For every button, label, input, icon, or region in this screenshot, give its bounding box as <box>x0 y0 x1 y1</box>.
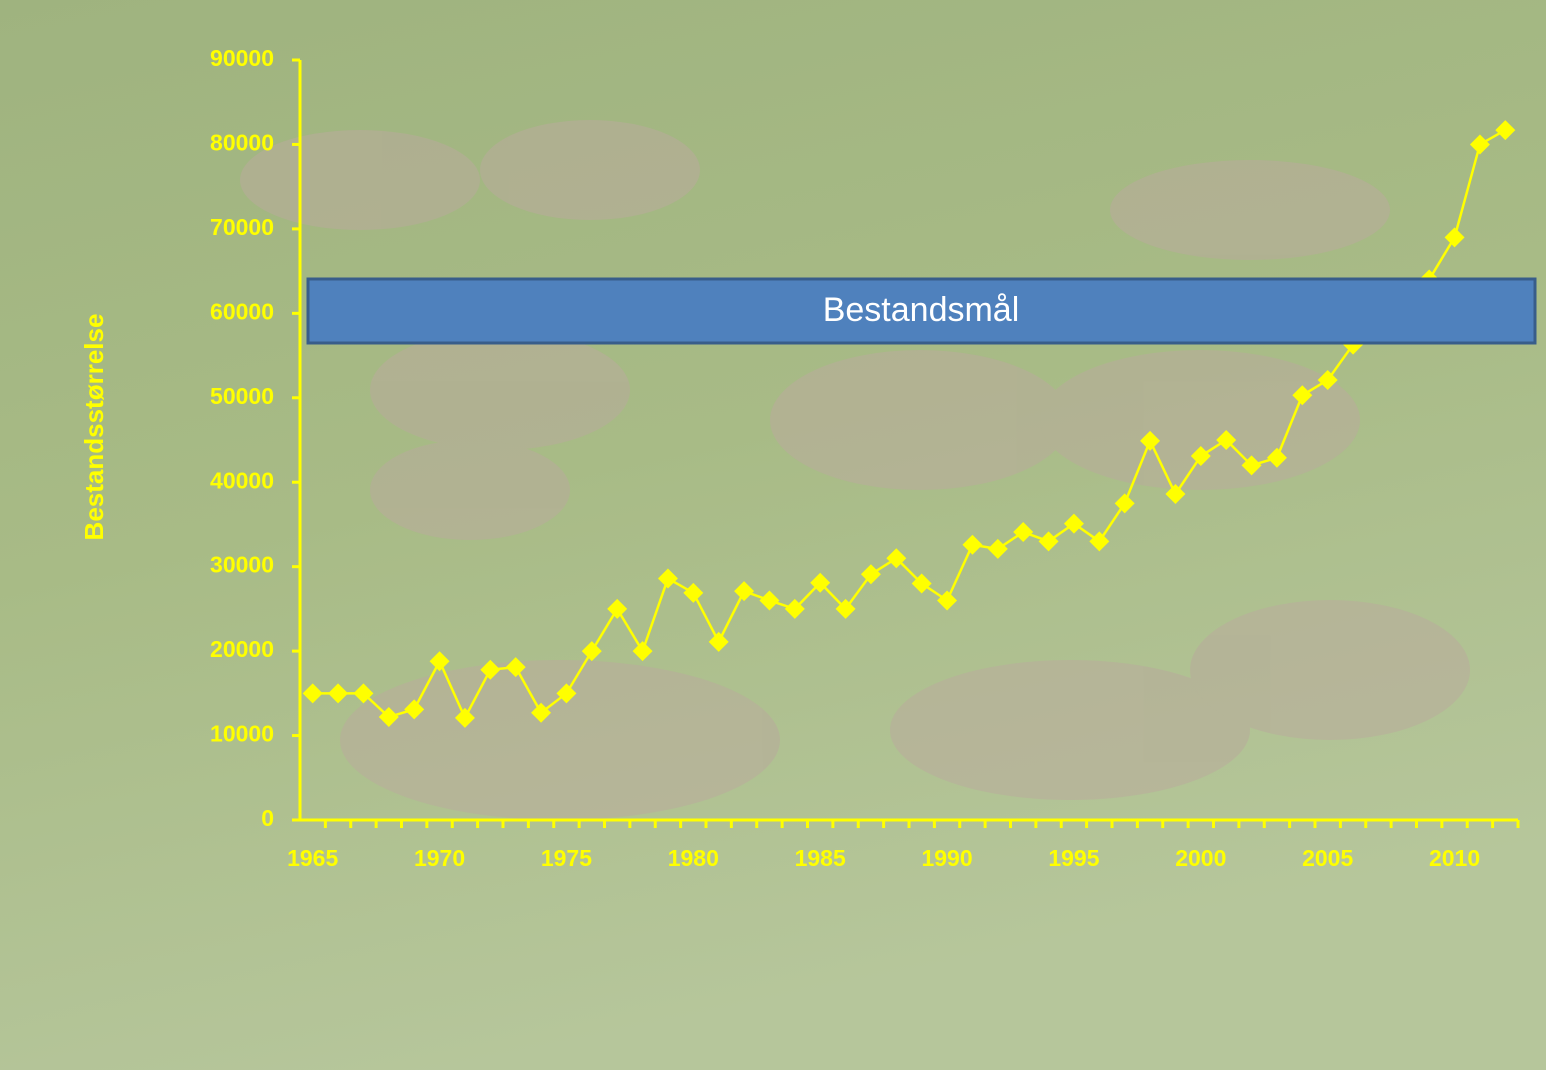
y-tick-label: 30000 <box>210 552 274 578</box>
y-tick-label: 50000 <box>210 383 274 409</box>
y-axis-label: Bestandsstørrelse <box>79 314 109 541</box>
x-tick-label: 1990 <box>921 845 972 871</box>
x-tick-label: 2000 <box>1175 845 1226 871</box>
x-tick-label: 1975 <box>541 845 592 871</box>
x-tick-label: 2010 <box>1429 845 1480 871</box>
page: Bestandsstørrelse 0 10000 20000 30000 40000 5… <box>0 0 1546 1070</box>
y-tick-label: 20000 <box>210 636 274 662</box>
y-tick-label: 80000 <box>210 130 274 156</box>
x-tick-label: 1965 <box>287 845 338 871</box>
y-tick-label: 0 <box>261 805 274 831</box>
x-tick-label: 1970 <box>414 845 465 871</box>
x-tick-label: 1980 <box>668 845 719 871</box>
chart: Bestandsstørrelse 0 10000 20000 30000 40000 5… <box>0 0 1546 1070</box>
y-tick-label: 90000 <box>210 45 274 71</box>
x-tick-label: 1985 <box>795 845 846 871</box>
annotation: Bestandsmål <box>823 291 1020 329</box>
y-tick-label: 10000 <box>210 721 274 747</box>
y-tick-label: 60000 <box>210 298 274 324</box>
x-tick-label: 2005 <box>1302 845 1353 871</box>
y-tick-label: 70000 <box>210 214 274 240</box>
background <box>0 0 1546 1070</box>
x-tick-label: 1995 <box>1048 845 1099 871</box>
y-tick-label: 40000 <box>210 467 274 493</box>
